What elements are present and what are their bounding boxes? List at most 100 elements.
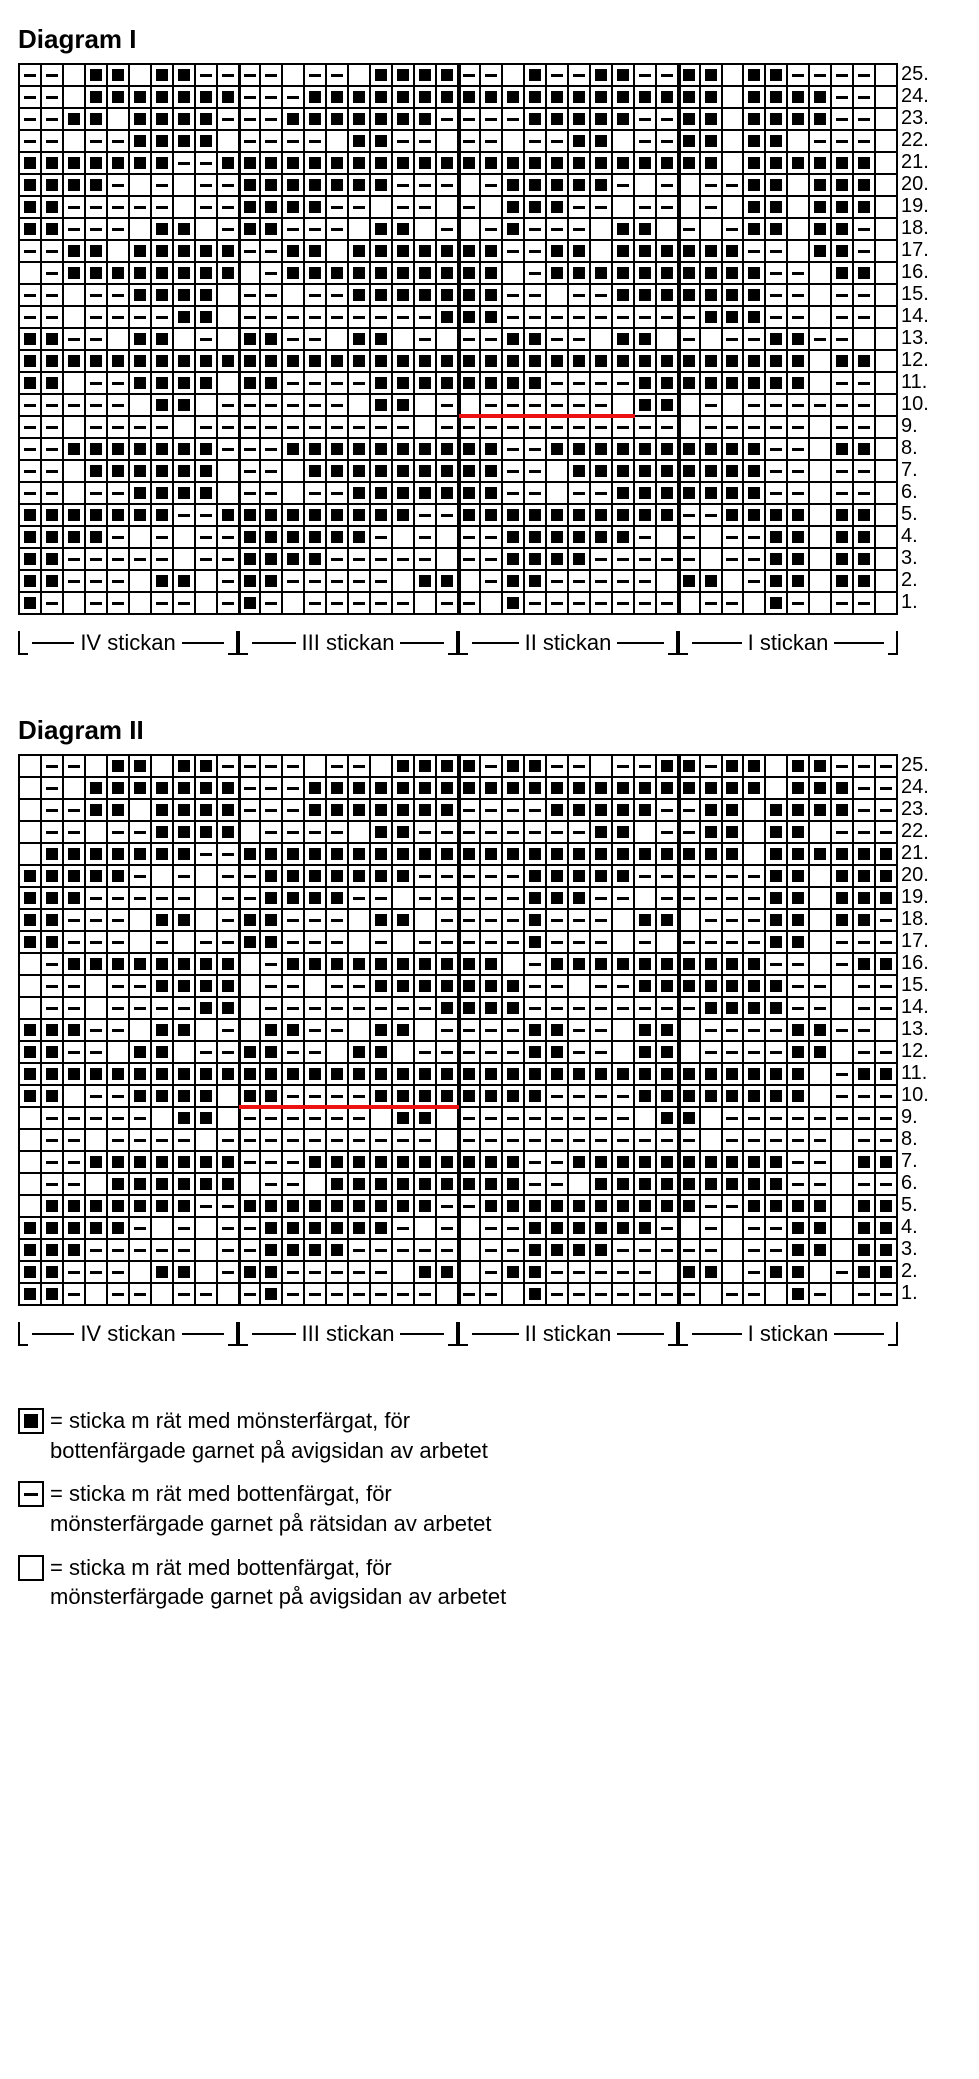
grid-cell [743,394,765,416]
grid-cell [524,997,546,1019]
grid-cell [63,1085,85,1107]
row-number: 11. [901,371,929,393]
grid-cell [809,526,831,548]
grid-cell [217,887,239,909]
grid-cell [809,1107,831,1129]
grid-cell [809,218,831,240]
grid-cell [546,218,568,240]
grid-cell [414,416,436,438]
grid-cell [239,526,261,548]
grid-cell [502,1195,524,1217]
grid-cell [239,1261,261,1283]
grid-cell [370,1129,392,1151]
grid-cell [326,108,348,130]
grid-cell [502,592,524,614]
grid-cell [743,64,765,86]
grid-cell [809,196,831,218]
grid-cell [260,1195,282,1217]
grid-cell [634,218,656,240]
grid-cell [370,975,392,997]
grid-cell [151,887,173,909]
grid-cell [634,865,656,887]
grid-cell [502,482,524,504]
grid-cell [107,755,129,777]
grid-cell [173,460,195,482]
grid-cell [173,931,195,953]
grid-cell [129,152,151,174]
grid-cell [392,284,414,306]
grid-cell [107,1173,129,1195]
grid-cell [195,1107,217,1129]
grid-cell [85,1041,107,1063]
grid-cell [41,130,63,152]
grid-cell [436,843,458,865]
emphasis-line [459,414,635,418]
grid-cell [173,306,195,328]
grid-cell [239,1239,261,1261]
grid-cell [239,548,261,570]
grid-cell [524,130,546,152]
grid-cell [41,218,63,240]
grid-cell [787,130,809,152]
grid-cell [436,997,458,1019]
grid-cell [765,460,787,482]
grid-cell [590,799,612,821]
grid-cell [831,1085,853,1107]
grid-cell [656,570,678,592]
grid-cell [107,865,129,887]
grid-cell [765,1063,787,1085]
grid-cell [326,570,348,592]
grid-cell [656,350,678,372]
grid-cell [590,1217,612,1239]
grid-cell [107,86,129,108]
grid-cell [656,1019,678,1041]
grid-cell [524,1239,546,1261]
grid-cell [634,953,656,975]
grid-cell [787,1063,809,1085]
grid-cell [831,1151,853,1173]
grid-cell [304,174,326,196]
grid-cell [568,130,590,152]
grid-cell [370,152,392,174]
grid-cell [568,975,590,997]
grid-cell [634,1063,656,1085]
grid-cell [853,196,875,218]
grid-cell [217,1261,239,1283]
grid-cell [831,152,853,174]
grid-cell [612,1041,634,1063]
grid-cell [612,328,634,350]
grid-cell [656,64,678,86]
grid-cell [634,108,656,130]
grid-cell [743,86,765,108]
legend-text: = sticka m rät med bottenfärgat, förmöns… [50,1479,492,1538]
grid-cell [151,1129,173,1151]
grid-cell [809,799,831,821]
grid-cell [19,1085,41,1107]
grid-cell [85,755,107,777]
grid-cell [63,1041,85,1063]
grid-cell [260,755,282,777]
grid-cell [546,865,568,887]
grid-cell [414,328,436,350]
grid-cell [502,1129,524,1151]
grid-cell [480,909,502,931]
grid-cell [656,843,678,865]
grid-cell [502,799,524,821]
grid-cell [282,799,304,821]
grid-cell [590,108,612,130]
grid-cell [63,1261,85,1283]
grid-cell [700,218,722,240]
grid-cell [41,1085,63,1107]
grid-cell [63,1063,85,1085]
grid-cell [436,130,458,152]
grid-cell [831,130,853,152]
grid-cell [370,1195,392,1217]
grid-cell [634,482,656,504]
grid-cell [458,196,480,218]
grid-cell [875,931,897,953]
grid-cell [326,526,348,548]
grid-cell [656,1173,678,1195]
grid-cell [282,174,304,196]
grid-cell [480,777,502,799]
grid-cell [63,887,85,909]
